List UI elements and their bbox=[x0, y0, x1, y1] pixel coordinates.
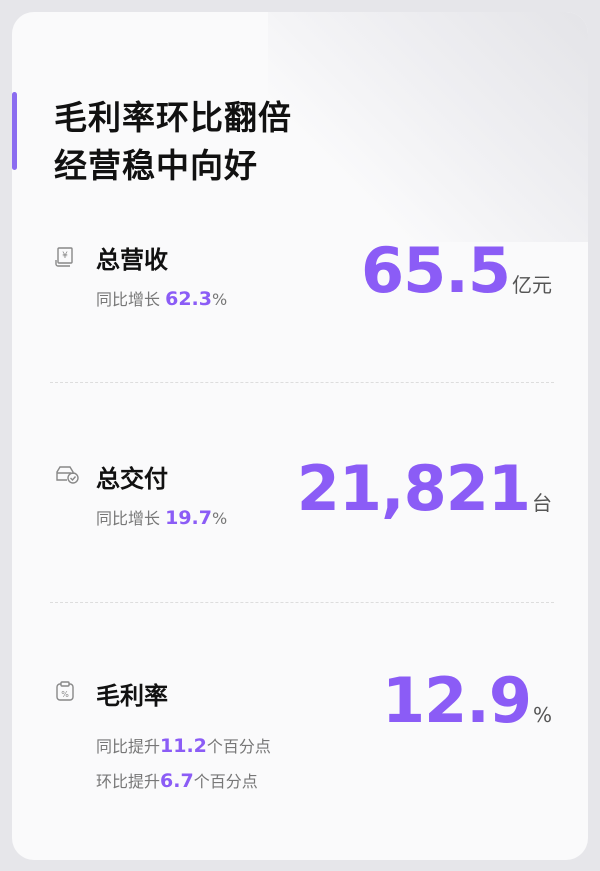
accent-bar bbox=[12, 92, 17, 170]
divider bbox=[50, 382, 554, 383]
metric-sub-revenue: 同比增长 62.3% bbox=[96, 286, 227, 310]
metric-label-deliveries: 总交付 bbox=[96, 465, 168, 493]
value: 12.9 bbox=[382, 664, 532, 737]
headline-line1: 毛利率环比翻倍 bbox=[54, 98, 292, 137]
sub-prefix: 同比增长 bbox=[96, 290, 166, 309]
sub-suffix: % bbox=[211, 509, 228, 528]
sub-suffix: 个百分点 bbox=[206, 737, 271, 756]
metric-label-margin: 毛利率 bbox=[96, 682, 168, 710]
metric-value-deliveries: 21,821 台 bbox=[297, 452, 552, 525]
sub-suffix: % bbox=[211, 290, 228, 309]
metric-sub-qoq: 环比提升6.7个百分点 bbox=[96, 768, 258, 792]
sub-prefix: 同比提升 bbox=[96, 737, 161, 756]
sub-value: 62.3 bbox=[165, 288, 212, 310]
svg-text:¥: ¥ bbox=[62, 251, 68, 261]
building-illustration bbox=[268, 12, 588, 242]
metric-label-revenue: 总营收 bbox=[96, 246, 168, 274]
metric-sub-deliveries: 同比增长 19.7% bbox=[96, 505, 227, 529]
clipboard-percent-icon: % bbox=[56, 681, 74, 701]
headline: 毛利率环比翻倍 经营稳中向好 bbox=[54, 94, 292, 190]
value: 65.5 bbox=[361, 234, 511, 307]
headline-line2: 经营稳中向好 bbox=[54, 142, 262, 190]
car-check-icon bbox=[56, 466, 79, 484]
divider bbox=[50, 602, 554, 603]
sub-value: 6.7 bbox=[160, 770, 194, 792]
value: 21,821 bbox=[296, 452, 531, 525]
sub-value: 11.2 bbox=[160, 735, 207, 757]
metric-value-revenue: 65.5 亿元 bbox=[361, 234, 552, 307]
unit: 台 bbox=[532, 491, 552, 515]
unit: 亿元 bbox=[512, 273, 552, 297]
metric-value-margin: 12.9% bbox=[382, 664, 552, 737]
svg-text:%: % bbox=[61, 690, 69, 699]
summary-card: 毛利率环比翻倍 经营稳中向好 ¥ 总营收 同比增长 62.3% 65.5 亿元 总… bbox=[12, 12, 588, 860]
sub-prefix: 同比增长 bbox=[96, 509, 166, 528]
metric-sub-yoy: 同比提升11.2个百分点 bbox=[96, 733, 271, 757]
sub-value: 19.7 bbox=[165, 507, 212, 529]
unit: % bbox=[532, 703, 552, 727]
receipt-yen-icon: ¥ bbox=[55, 247, 73, 267]
sub-suffix: 个百分点 bbox=[193, 772, 258, 791]
sub-prefix: 环比提升 bbox=[96, 772, 161, 791]
